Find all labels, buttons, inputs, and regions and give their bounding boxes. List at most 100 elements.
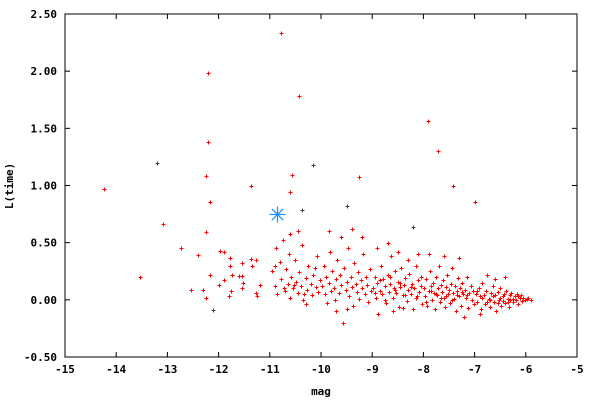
data-point bbox=[363, 292, 368, 297]
data-point bbox=[249, 184, 254, 189]
data-point bbox=[496, 301, 501, 306]
data-point bbox=[227, 294, 232, 299]
data-point bbox=[393, 269, 398, 274]
data-point bbox=[274, 246, 279, 251]
data-point bbox=[304, 302, 309, 307]
data-point bbox=[102, 187, 107, 192]
data-point bbox=[230, 273, 235, 278]
data-point bbox=[254, 291, 259, 296]
data-point bbox=[388, 275, 393, 280]
data-point bbox=[386, 241, 391, 246]
data-point bbox=[409, 292, 414, 297]
data-point bbox=[249, 257, 254, 262]
data-point bbox=[462, 315, 467, 320]
data-point bbox=[339, 283, 344, 288]
data-point bbox=[318, 278, 323, 283]
data-point bbox=[284, 267, 289, 272]
data-point bbox=[351, 304, 356, 309]
data-point bbox=[315, 254, 320, 259]
data-point bbox=[297, 270, 302, 275]
data-point bbox=[503, 275, 508, 280]
data-point bbox=[240, 286, 245, 291]
data-point bbox=[218, 249, 223, 254]
data-point bbox=[391, 296, 396, 301]
data-point bbox=[375, 281, 380, 286]
data-point bbox=[411, 307, 416, 312]
data-point bbox=[314, 285, 319, 290]
data-point bbox=[449, 282, 454, 287]
data-point bbox=[155, 161, 160, 166]
data-point bbox=[380, 292, 385, 297]
data-point bbox=[305, 288, 310, 293]
x-tick-label: -6 bbox=[519, 363, 533, 376]
data-point bbox=[279, 277, 284, 282]
data-point bbox=[313, 266, 318, 271]
data-point bbox=[381, 277, 386, 282]
data-point bbox=[299, 284, 304, 289]
data-point bbox=[420, 302, 425, 307]
x-tick-label: -13 bbox=[157, 363, 177, 376]
data-point bbox=[342, 266, 347, 271]
data-point bbox=[292, 283, 297, 288]
data-point bbox=[379, 264, 384, 269]
data-point bbox=[283, 289, 288, 294]
data-point bbox=[335, 258, 340, 263]
x-tick-label: -11 bbox=[260, 363, 280, 376]
data-point bbox=[447, 288, 452, 293]
data-point bbox=[255, 294, 260, 299]
data-point bbox=[322, 264, 327, 269]
data-point bbox=[376, 312, 381, 317]
x-tick-label: -5 bbox=[570, 363, 583, 376]
data-point bbox=[466, 306, 471, 311]
data-point bbox=[294, 280, 299, 285]
data-point bbox=[391, 309, 396, 314]
data-point bbox=[311, 273, 316, 278]
data-point bbox=[467, 291, 472, 296]
data-point bbox=[438, 300, 443, 305]
data-point bbox=[352, 261, 357, 266]
data-point bbox=[325, 301, 330, 306]
data-point bbox=[439, 296, 444, 301]
data-point bbox=[424, 300, 429, 305]
highlight-point bbox=[269, 206, 286, 223]
data-point bbox=[402, 283, 407, 288]
data-point bbox=[300, 243, 305, 248]
data-point bbox=[345, 280, 350, 285]
data-point bbox=[360, 235, 365, 240]
data-point bbox=[478, 294, 483, 299]
data-point bbox=[373, 275, 378, 280]
data-point bbox=[258, 283, 263, 288]
data-point bbox=[498, 286, 503, 291]
data-point bbox=[289, 275, 294, 280]
data-point bbox=[359, 278, 364, 283]
data-point bbox=[204, 296, 209, 301]
data-point bbox=[496, 290, 501, 295]
data-point bbox=[339, 235, 344, 240]
data-point bbox=[387, 290, 392, 295]
data-point bbox=[444, 294, 449, 299]
axis-ticks: -15 -14 -13 -12 -11 -10 -9 -8 -7 -6 -5 -0.50 0.00 0.5… bbox=[24, 8, 584, 376]
data-point bbox=[300, 208, 305, 213]
data-point bbox=[345, 307, 350, 312]
data-point bbox=[196, 253, 201, 258]
data-point bbox=[399, 266, 404, 271]
data-point bbox=[406, 288, 411, 293]
data-point bbox=[475, 300, 480, 305]
data-point bbox=[241, 281, 246, 286]
data-point bbox=[204, 174, 209, 179]
data-point bbox=[302, 292, 307, 297]
data-point bbox=[368, 267, 373, 272]
data-point bbox=[309, 282, 314, 287]
data-point bbox=[425, 304, 430, 309]
data-point bbox=[436, 149, 441, 154]
data-point bbox=[208, 200, 213, 205]
data-point bbox=[437, 264, 442, 269]
data-point bbox=[398, 285, 403, 290]
data-point bbox=[484, 289, 489, 294]
data-point bbox=[338, 273, 343, 278]
data-point bbox=[371, 286, 376, 291]
data-point bbox=[479, 307, 484, 312]
data-point bbox=[383, 284, 388, 289]
data-point bbox=[429, 289, 434, 294]
data-point bbox=[354, 282, 359, 287]
